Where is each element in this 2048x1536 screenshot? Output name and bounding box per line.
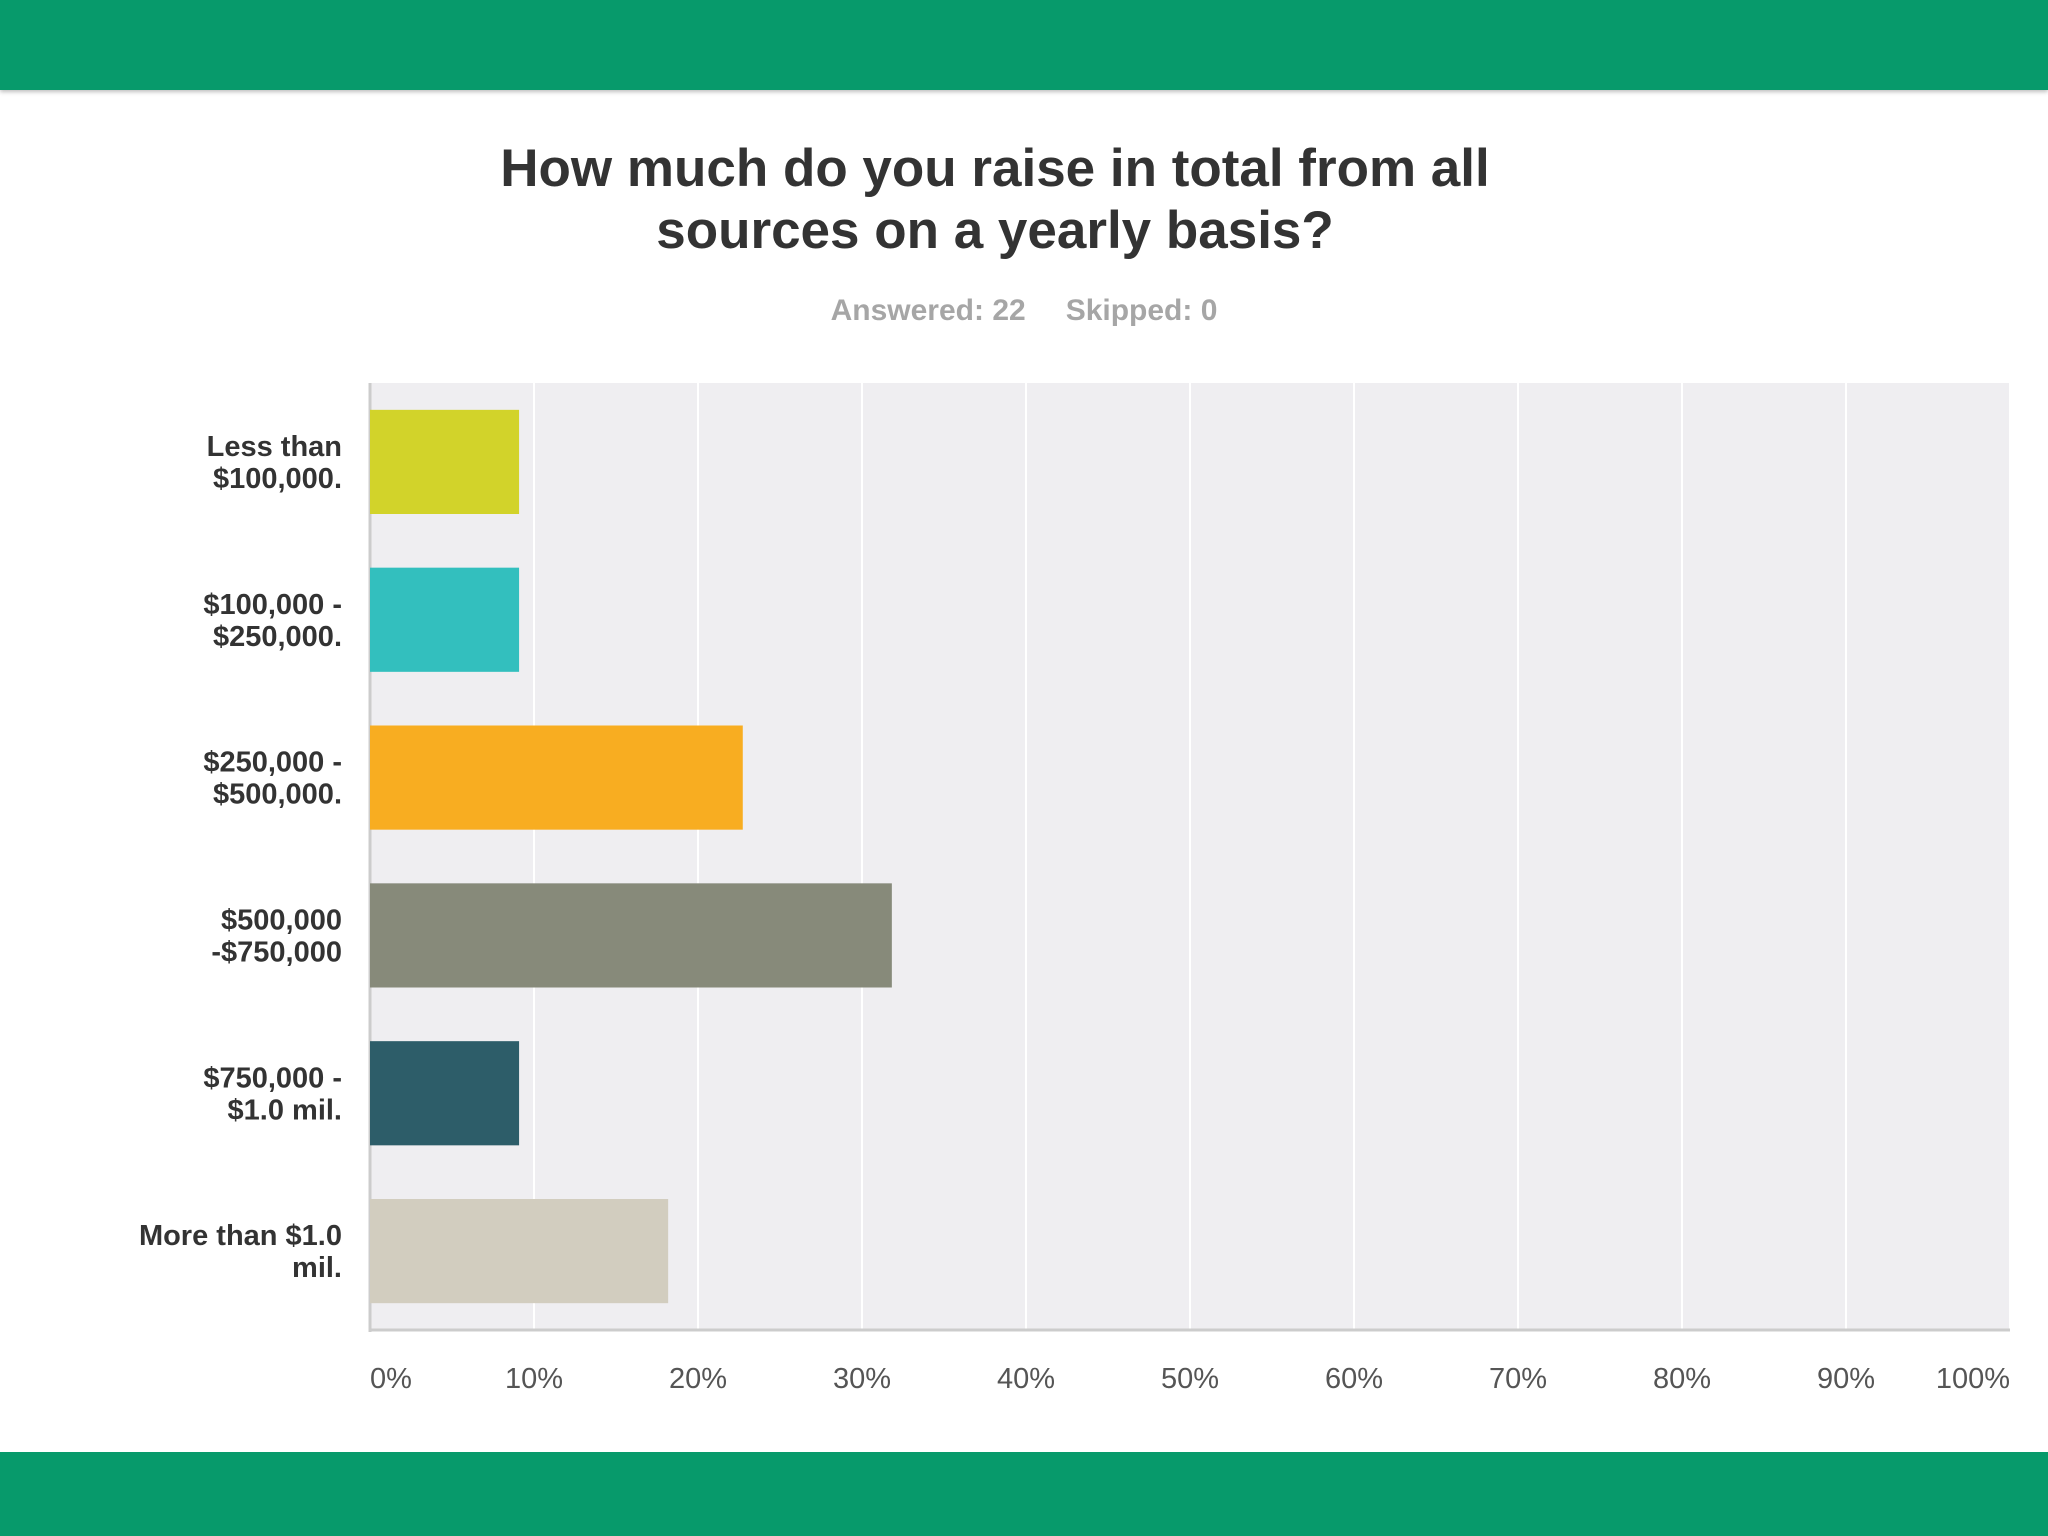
category-label-6: More than $1.0 mil. [139,1220,342,1284]
category-label-4-line-1: $500,000 [221,904,342,936]
response-summary: Answered: 22 Skipped: 0 [0,294,2048,328]
category-label-3-line-1: $250,000 - [203,747,342,779]
chart-title-line-2: sources on a yearly basis? [656,201,1334,260]
skipped-count: Skipped: 0 [1065,294,1218,327]
bar-6 [370,1198,669,1304]
category-label-5-line-1: $750,000 - [203,1062,342,1094]
category-label-2: $100,000 -$250,000. [203,589,342,653]
category-label-3-line-2: $500,000. [213,779,342,811]
bar-1 [370,409,520,515]
chart-title-line-1: How much do you raise in total from all [500,139,1490,198]
bar-4 [370,883,892,988]
top-green-band [0,0,2048,90]
x-tick-label-90: 90% [1817,1363,1875,1395]
x-tick-label-60: 60% [1325,1363,1383,1395]
category-label-3: $250,000 -$500,000. [203,747,342,811]
chart-title: How much do you raise in total from all … [260,138,1730,262]
category-label-1-line-2: $100,000. [213,463,342,495]
x-tick-label-30: 30% [833,1363,891,1395]
x-tick-label-0: 0% [370,1363,412,1395]
category-label-1-line-1: Less than [207,431,342,463]
category-label-4-line-2: -$750,000 [211,936,342,968]
answered-count: Answered: 22 [830,294,1026,327]
x-tick-label-20: 20% [669,1363,727,1395]
x-tick-label-80: 80% [1653,1363,1711,1395]
x-tick-label-10: 10% [505,1363,563,1395]
bar-5 [370,1041,520,1146]
x-tick-label-40: 40% [997,1363,1055,1395]
category-label-2-line-1: $100,000 - [203,589,342,621]
category-label-4: $500,000 -$750,000 [211,904,342,968]
category-label-6-line-2: mil. [292,1252,342,1284]
category-label-6-line-1: More than $1.0 [139,1220,342,1252]
x-tick-label-50: 50% [1161,1363,1219,1395]
bar-2 [370,567,520,672]
category-label-5: $750,000 -$1.0 mil. [203,1062,342,1126]
bottom-green-band [0,1452,2048,1536]
category-label-2-line-2: $250,000. [213,621,342,653]
bar-3 [370,725,743,830]
x-tick-label-100: 100% [1936,1363,2010,1395]
category-label-5-line-2: $1.0 mil. [228,1094,342,1126]
x-tick-label-70: 70% [1489,1363,1547,1395]
category-label-1: Less than $100,000. [207,431,342,495]
